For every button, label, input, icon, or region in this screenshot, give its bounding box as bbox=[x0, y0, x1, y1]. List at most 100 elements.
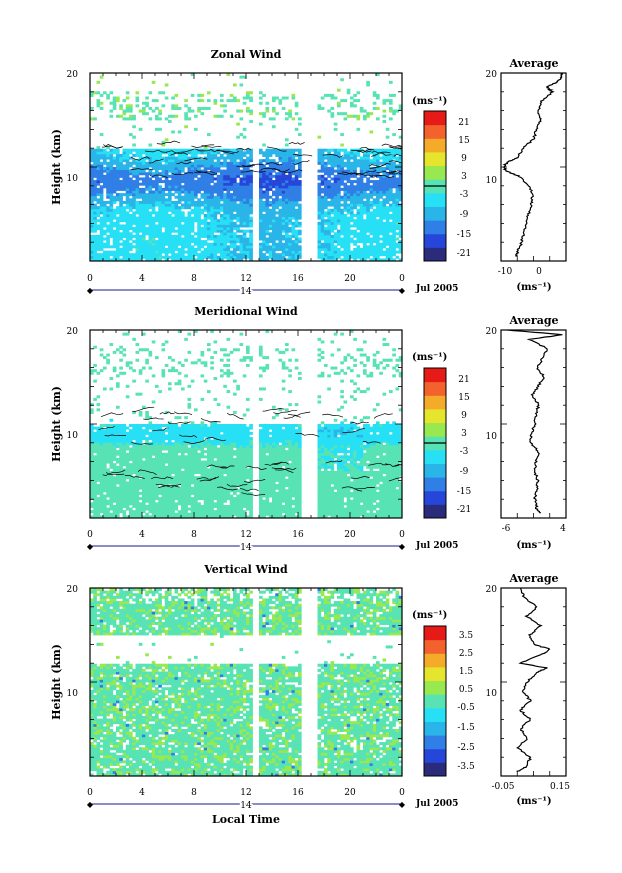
field-cell bbox=[103, 444, 107, 448]
field-cell bbox=[138, 437, 143, 441]
field-cell bbox=[125, 182, 130, 186]
field-cell bbox=[132, 468, 136, 472]
field-cell bbox=[93, 363, 97, 367]
field-cell bbox=[389, 221, 393, 225]
field-cell bbox=[158, 127, 162, 131]
field-cell bbox=[340, 112, 344, 116]
field-cell bbox=[164, 250, 169, 254]
field-cell bbox=[184, 190, 188, 194]
field-cell bbox=[135, 164, 140, 168]
field-cell bbox=[96, 177, 101, 181]
field-cell bbox=[184, 232, 188, 236]
field-cell bbox=[187, 221, 192, 225]
field-cell bbox=[181, 177, 185, 181]
field-cell bbox=[138, 507, 143, 511]
field-cell bbox=[90, 371, 94, 375]
field-cell bbox=[106, 161, 110, 165]
field-cell bbox=[392, 211, 396, 215]
field-cell bbox=[93, 463, 97, 467]
field-cell bbox=[174, 437, 179, 441]
field-cell bbox=[259, 232, 263, 236]
field-cell bbox=[194, 203, 198, 207]
field-cell bbox=[171, 465, 175, 469]
field-cell bbox=[184, 153, 188, 157]
field-cell bbox=[119, 504, 123, 508]
field-cell bbox=[184, 337, 188, 341]
field-cell bbox=[187, 224, 192, 228]
field-cell bbox=[317, 232, 322, 236]
field-cell bbox=[181, 431, 185, 435]
field-cell bbox=[171, 106, 175, 110]
field-cell bbox=[171, 216, 175, 220]
field-cell bbox=[145, 203, 149, 207]
field-cell bbox=[281, 258, 286, 261]
field-cell bbox=[324, 247, 328, 251]
field-cell bbox=[142, 206, 146, 210]
field-cell bbox=[171, 437, 175, 441]
field-cell bbox=[366, 237, 370, 241]
field-cell bbox=[226, 221, 231, 225]
field-cell bbox=[106, 437, 110, 441]
field-cell bbox=[171, 358, 175, 362]
field-cell bbox=[369, 253, 374, 257]
field-cell bbox=[213, 169, 218, 173]
field-cell bbox=[161, 219, 166, 223]
field-cell bbox=[112, 180, 117, 184]
field-cell bbox=[142, 164, 146, 168]
field-cell bbox=[125, 227, 130, 231]
field-cell bbox=[239, 195, 244, 199]
field-cell bbox=[103, 216, 107, 220]
field-cell bbox=[116, 253, 120, 257]
field-cell bbox=[138, 504, 143, 508]
field-cell bbox=[93, 434, 97, 438]
field-cell bbox=[281, 190, 286, 194]
field-cell bbox=[353, 174, 357, 178]
field-cell bbox=[129, 431, 133, 435]
field-cell bbox=[229, 203, 234, 207]
field-cell bbox=[220, 232, 224, 236]
field-cell bbox=[106, 219, 110, 223]
field-cell bbox=[203, 224, 208, 228]
field-cell bbox=[207, 177, 211, 181]
field-cell bbox=[96, 473, 101, 477]
field-cell bbox=[103, 245, 107, 249]
field-cell bbox=[122, 242, 127, 246]
field-cell bbox=[246, 167, 250, 171]
field-cell bbox=[246, 156, 250, 160]
field-cell bbox=[200, 164, 205, 168]
field-cell bbox=[272, 200, 276, 204]
field-cell bbox=[184, 258, 188, 261]
contour-line bbox=[148, 158, 164, 164]
field-cell bbox=[158, 486, 162, 490]
field-cell bbox=[103, 255, 107, 259]
field-cell bbox=[174, 476, 179, 480]
field-cell bbox=[275, 180, 279, 184]
field-cell bbox=[324, 234, 328, 238]
field-cell bbox=[200, 245, 205, 249]
field-cell bbox=[333, 148, 338, 152]
zonal-wind-colorbar bbox=[423, 110, 447, 262]
field-cell bbox=[340, 133, 344, 137]
field-cell bbox=[164, 476, 169, 480]
field-cell bbox=[174, 104, 179, 108]
field-cell bbox=[106, 237, 110, 241]
field-cell bbox=[184, 421, 188, 425]
field-cell bbox=[239, 253, 244, 257]
field-cell bbox=[376, 190, 380, 194]
field-cell bbox=[233, 232, 237, 236]
field-cell bbox=[317, 190, 322, 194]
field-cell bbox=[148, 426, 153, 430]
field-cell bbox=[116, 384, 120, 388]
field-cell bbox=[285, 232, 289, 236]
field-cell bbox=[190, 180, 195, 184]
field-cell bbox=[125, 250, 130, 254]
field-cell bbox=[161, 510, 166, 514]
field-cell bbox=[194, 172, 198, 176]
field-cell bbox=[330, 167, 335, 171]
field-cell bbox=[168, 232, 172, 236]
field-cell bbox=[246, 216, 250, 220]
field-cell bbox=[236, 109, 240, 113]
field-cell bbox=[239, 159, 244, 163]
field-cell bbox=[155, 502, 159, 506]
field-cell bbox=[385, 258, 390, 261]
